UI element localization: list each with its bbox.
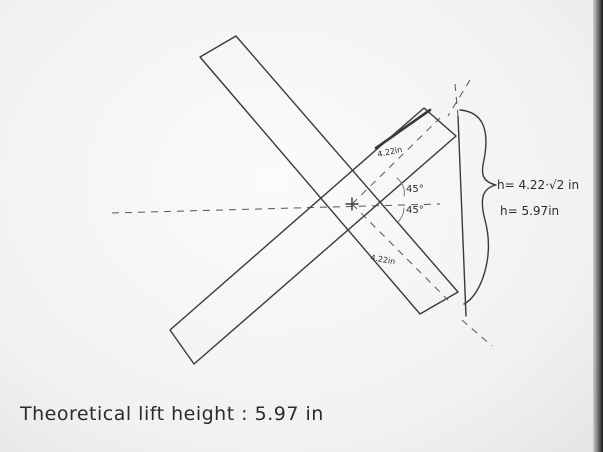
- construction-line-lower: [351, 203, 449, 301]
- height-line-extension: [454, 83, 459, 117]
- label-height-formula: h= 4.22·√2 in: [497, 178, 579, 192]
- bar-top-edge-emphasis: [374, 108, 432, 150]
- height-brace: [459, 109, 497, 305]
- bar-lower-left-to-upper-right: [169, 107, 457, 365]
- label-angle-lower: 45°: [406, 205, 424, 216]
- bar-upper-left-to-lower-right: [199, 35, 459, 315]
- label-angle-upper: 45°: [406, 184, 424, 195]
- center-line-horizontal: [111, 203, 441, 214]
- label-height-value: h= 5.97in: [500, 204, 559, 218]
- caption-lift-height: Theoretical lift height : 5.97 in: [19, 403, 324, 425]
- construction-line-bottom-extension: [461, 319, 493, 347]
- paper-edge-shadow: [593, 0, 603, 452]
- label-side-bottom: 4.22in: [370, 253, 396, 266]
- angle-arc-upper: [396, 177, 405, 197]
- label-side-top: 4.22in: [377, 145, 403, 159]
- angle-arc-lower: [397, 207, 405, 223]
- height-line: [457, 115, 467, 317]
